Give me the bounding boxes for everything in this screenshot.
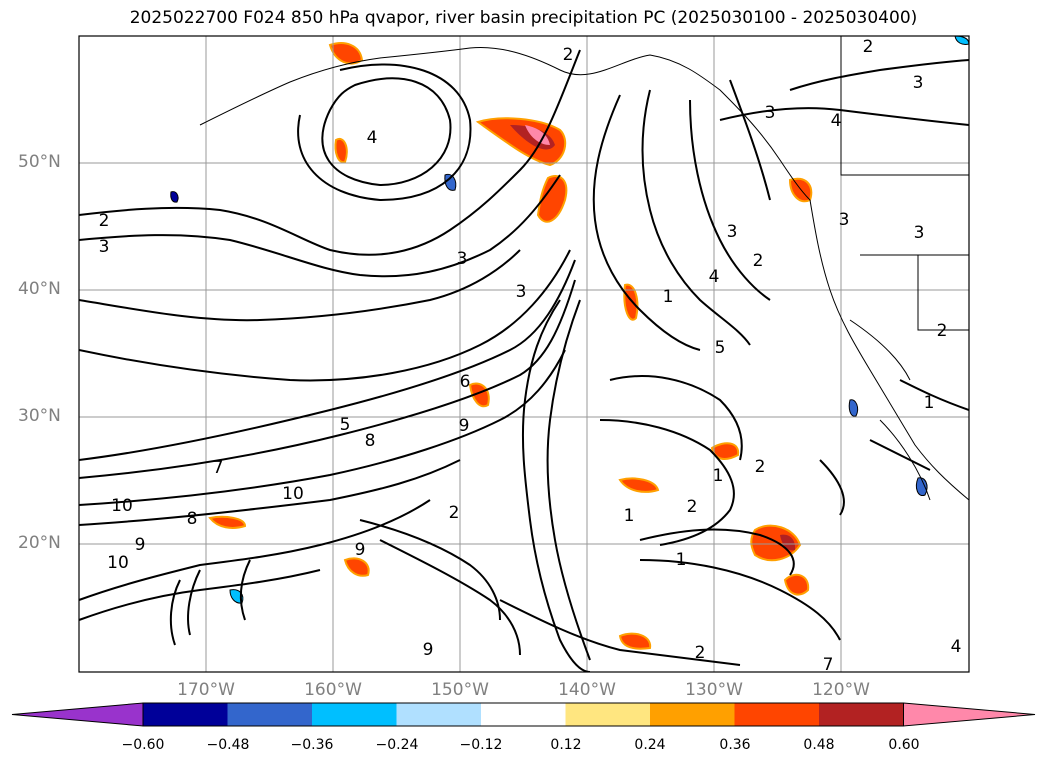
contour-label: 8 bbox=[365, 431, 376, 451]
qvapor-contours bbox=[79, 49, 969, 672]
contour-label: 7 bbox=[213, 458, 224, 478]
contour-label: 9 bbox=[355, 540, 366, 560]
contour-label: 3 bbox=[457, 249, 468, 269]
contour-label: 2 bbox=[687, 497, 698, 517]
lat-label: 20°N bbox=[18, 533, 61, 553]
lon-label: 120°W bbox=[812, 680, 870, 700]
colorbar-frame bbox=[142, 702, 904, 727]
colorbar-tick-label: 0.48 bbox=[803, 737, 835, 753]
contour-label: 2 bbox=[563, 45, 574, 65]
colorbar-bin bbox=[227, 703, 313, 726]
contour-label: 4 bbox=[831, 111, 842, 131]
contour-label: 2 bbox=[937, 321, 948, 341]
contour-label: 1 bbox=[924, 393, 935, 413]
contour-label: 3 bbox=[727, 222, 738, 242]
contour-label: 4 bbox=[951, 637, 962, 657]
contour-label: 2 bbox=[755, 457, 766, 477]
contour-label: 3 bbox=[99, 237, 110, 257]
contour-label: 2 bbox=[753, 251, 764, 271]
colorbar-bin bbox=[734, 703, 820, 726]
lon-label: 130°W bbox=[685, 680, 743, 700]
colorbar-bin bbox=[396, 703, 482, 726]
contour-label: 1 bbox=[676, 550, 687, 570]
colorbar-bin bbox=[650, 703, 735, 726]
contour-label: 3 bbox=[765, 103, 776, 123]
contour-label: 9 bbox=[135, 535, 146, 555]
plot-frame bbox=[78, 35, 970, 673]
contour-label: 4 bbox=[367, 128, 378, 148]
colorbar-bin bbox=[143, 703, 228, 726]
contour-label: 9 bbox=[423, 640, 434, 660]
coastlines bbox=[199, 36, 969, 501]
colorbar-tick-label: −0.60 bbox=[121, 737, 165, 753]
contour-label: 2 bbox=[863, 37, 874, 57]
contour-label: 10 bbox=[282, 484, 304, 504]
colorbar-tick-label: −0.36 bbox=[290, 737, 334, 753]
colorbar-tick-label: −0.24 bbox=[375, 737, 419, 753]
colorbar-tick-label: 0.12 bbox=[550, 737, 582, 753]
colorbar-extend-min bbox=[11, 702, 144, 727]
colorbar-tick-label: −0.12 bbox=[459, 737, 503, 753]
colorbar-bin bbox=[481, 703, 566, 726]
colorbar bbox=[11, 702, 1036, 727]
contour-label: 2 bbox=[99, 211, 110, 231]
colorbar-tick-label: −0.48 bbox=[206, 737, 250, 753]
lat-label: 30°N bbox=[18, 406, 61, 426]
lon-label: 140°W bbox=[558, 680, 616, 700]
precip-shading bbox=[170, 36, 969, 650]
lon-label: 150°W bbox=[431, 680, 489, 700]
contour-label: 9 bbox=[459, 416, 470, 436]
contour-label: 2 bbox=[449, 503, 460, 523]
colorbar-bin bbox=[312, 703, 397, 726]
contour-label: 10 bbox=[107, 553, 129, 573]
contour-label: 3 bbox=[914, 223, 925, 243]
lat-label: 40°N bbox=[18, 279, 61, 299]
contour-label: 3 bbox=[839, 210, 850, 230]
contour-label: 8 bbox=[187, 509, 198, 529]
lon-label: 160°W bbox=[304, 680, 362, 700]
contour-label: 4 bbox=[709, 267, 720, 287]
contour-label: 1 bbox=[713, 466, 724, 486]
colorbar-tick-label: 0.60 bbox=[888, 737, 920, 753]
colorbar-extend-max bbox=[903, 702, 1036, 727]
contour-label: 5 bbox=[715, 338, 726, 358]
colorbar-bin bbox=[565, 703, 651, 726]
contour-label: 10 bbox=[111, 496, 133, 516]
contour-label: 1 bbox=[663, 287, 674, 307]
map-plot-area: 2 3 2 4 3 3 4 2 3 3 3 4 3 5 2 1 6 5 8 9 … bbox=[79, 36, 969, 675]
colorbar-tick-label: 0.24 bbox=[634, 737, 666, 753]
contour-label: 5 bbox=[340, 415, 351, 435]
map-title: 2025022700 F024 850 hPa qvapor, river ba… bbox=[129, 8, 918, 28]
contour-label: 3 bbox=[913, 73, 924, 93]
contour-label: 1 bbox=[624, 506, 635, 526]
contour-label: 6 bbox=[460, 372, 471, 392]
lon-label: 170°W bbox=[177, 680, 235, 700]
contour-label: 2 bbox=[695, 643, 706, 663]
contour-labels: 2 3 2 4 3 3 4 2 3 3 3 4 3 5 2 1 6 5 8 9 … bbox=[99, 37, 962, 675]
colorbar-tick-label: 0.36 bbox=[719, 737, 751, 753]
contour-label: 7 bbox=[823, 655, 834, 675]
lat-label: 50°N bbox=[18, 152, 61, 172]
contour-label: 3 bbox=[516, 282, 527, 302]
colorbar-bin bbox=[819, 703, 904, 726]
